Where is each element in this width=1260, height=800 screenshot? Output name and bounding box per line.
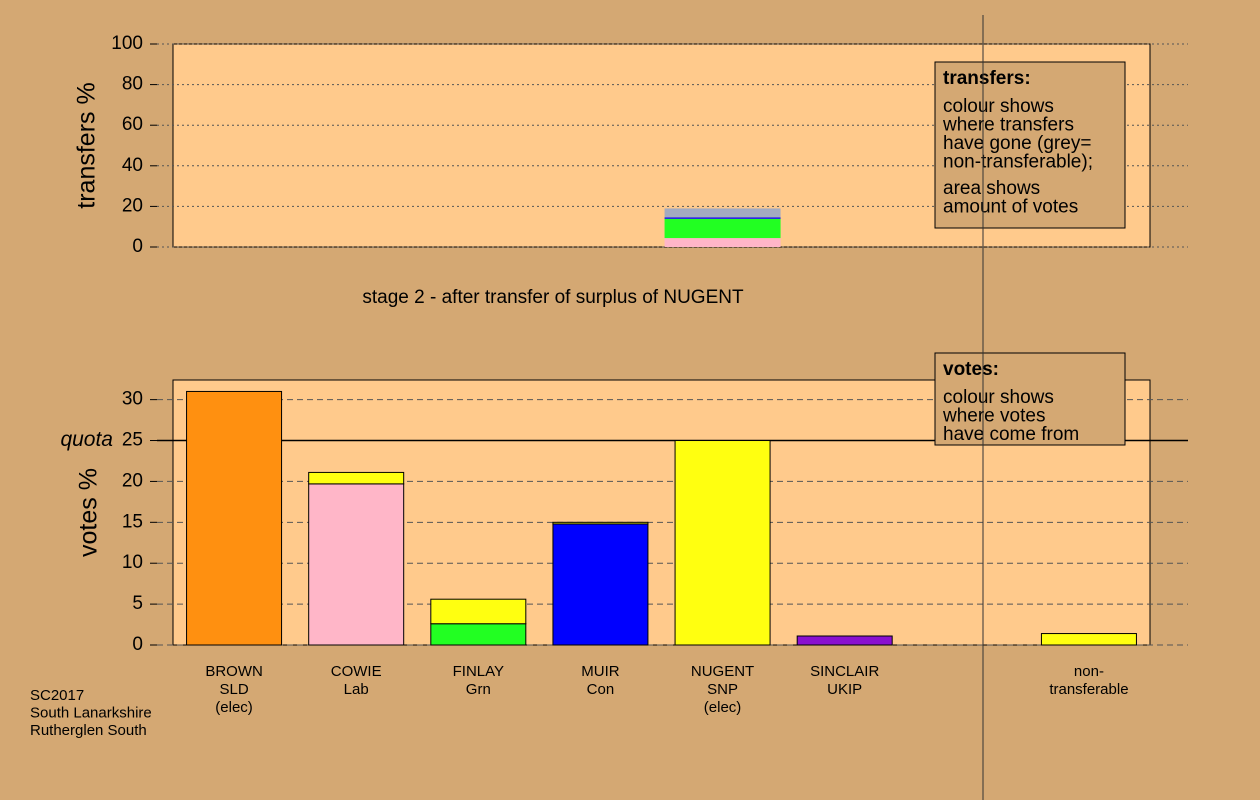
x-tick-label: transferable	[1049, 681, 1128, 698]
x-tick-label: Con	[587, 681, 615, 698]
y-tick-label: 80	[122, 74, 143, 95]
bar-segment	[1040, 633, 1137, 646]
bar-segment	[308, 471, 405, 485]
legend-text: non-transferable);	[943, 152, 1093, 173]
y-tick-label: 15	[122, 511, 143, 532]
bar-segment	[552, 521, 649, 525]
bar-segment	[430, 598, 527, 625]
y-axis-label: votes %	[75, 468, 103, 557]
legend-text: where votes	[942, 406, 1045, 427]
legend-title: votes:	[943, 359, 999, 380]
y-tick-label: 40	[122, 155, 143, 176]
x-tick-label: non-	[1074, 663, 1104, 680]
x-tick-label: Lab	[344, 681, 369, 698]
bar-segment	[664, 218, 781, 239]
x-tick-label: BROWN	[205, 663, 263, 680]
y-tick-label: 0	[132, 236, 143, 257]
x-tick-label: COWIE	[331, 663, 382, 680]
legend-text: colour shows	[943, 387, 1054, 408]
y-tick-label: 20	[122, 195, 143, 216]
footnote: Rutherglen South	[30, 722, 147, 739]
y-tick-label: 0	[132, 634, 143, 655]
footnote: South Lanarkshire	[30, 704, 152, 721]
bar-segment	[674, 440, 771, 646]
y-tick-label: 5	[132, 593, 143, 614]
legend-box	[934, 61, 1126, 229]
bar-segment	[664, 238, 781, 247]
x-tick-label: SLD	[219, 681, 248, 698]
y-tick-label: 20	[122, 470, 143, 491]
x-tick-label: Grn	[466, 681, 491, 698]
bar-segment	[308, 483, 405, 646]
legend-title: transfers:	[943, 68, 1031, 89]
quota-label: quota	[60, 428, 113, 451]
x-axis-label: stage 2 - after transfer of surplus of N…	[362, 287, 744, 308]
legend-text: area shows	[943, 178, 1040, 199]
x-tick-label: (elec)	[215, 699, 253, 716]
x-tick-label: SINCLAIR	[810, 663, 879, 680]
x-tick-label: UKIP	[827, 681, 862, 698]
bar-segment	[796, 635, 893, 646]
bar-segment	[664, 208, 781, 218]
bar-segment	[552, 523, 649, 646]
legend-text: colour shows	[943, 96, 1054, 117]
x-tick-label: (elec)	[704, 699, 742, 716]
y-tick-label: 30	[122, 389, 143, 410]
legend-text: where transfers	[942, 115, 1074, 136]
bar-segment	[664, 217, 781, 219]
y-tick-label: 60	[122, 114, 143, 135]
x-tick-label: SNP	[707, 681, 738, 698]
legend-text: have come from	[943, 424, 1079, 445]
legend-box	[934, 352, 1126, 446]
x-tick-label: FINLAY	[453, 663, 504, 680]
footnote: SC2017	[30, 687, 84, 704]
y-tick-label: 10	[122, 552, 143, 573]
y-axis-label: transfers %	[73, 82, 101, 208]
y-tick-label: 25	[122, 430, 143, 451]
x-tick-label: NUGENT	[691, 663, 754, 680]
legend-text: have gone (grey=	[943, 133, 1091, 154]
legend-text: amount of votes	[943, 197, 1078, 218]
x-tick-label: MUIR	[581, 663, 619, 680]
bar-segment	[186, 390, 283, 646]
bar-segment	[430, 623, 527, 646]
y-tick-label: 100	[111, 33, 143, 54]
